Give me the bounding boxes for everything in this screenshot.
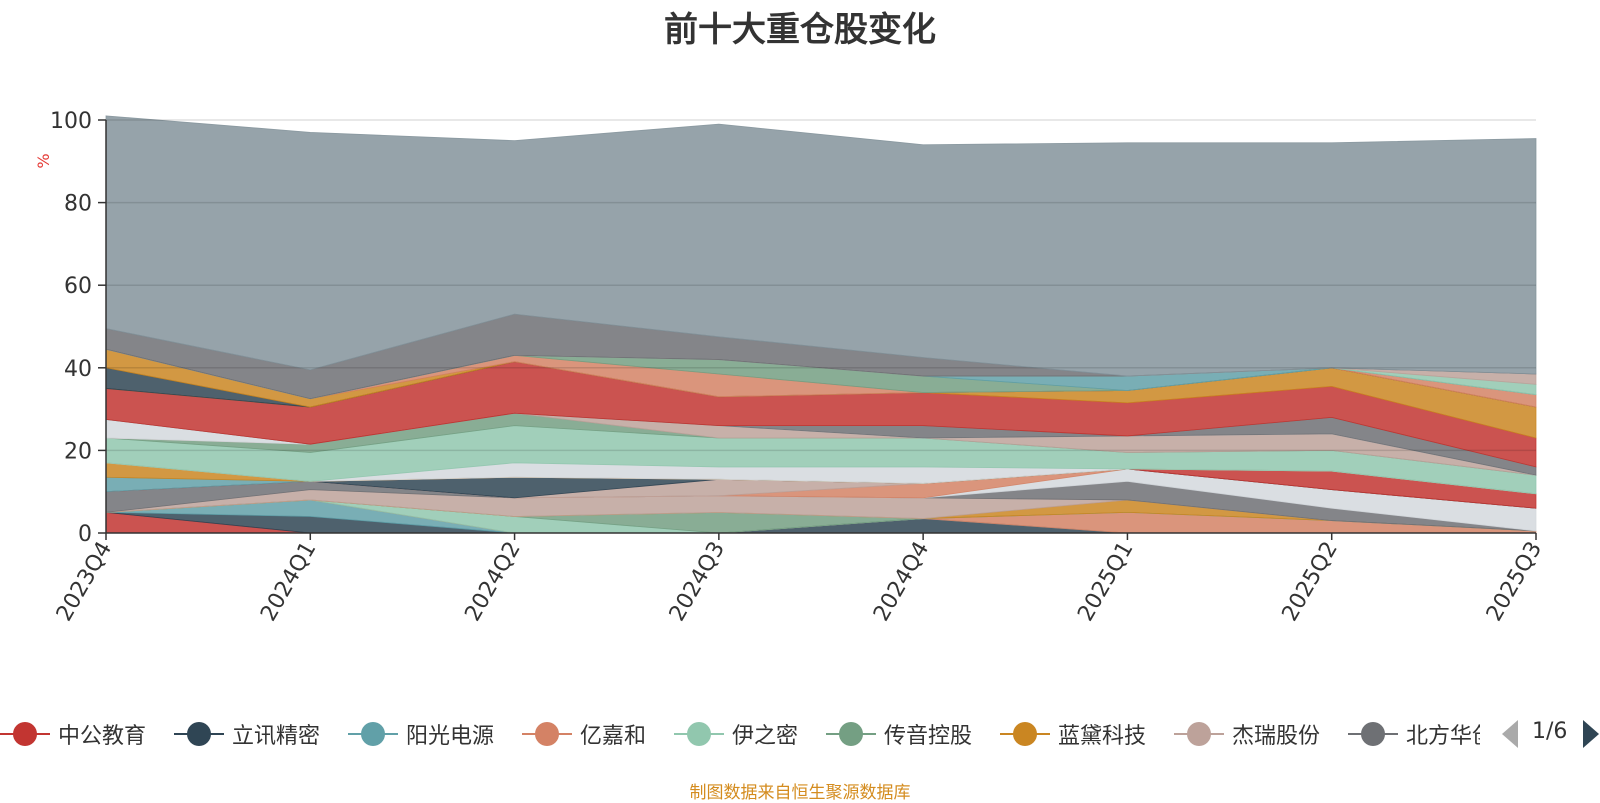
pager-next-icon[interactable] [1580,718,1600,750]
legend-item[interactable]: 传音控股 [826,712,972,756]
y-tick-label: 100 [50,109,92,134]
legend-marker-icon [1174,722,1224,746]
grid-overlay [106,119,1536,452]
legend-marker-icon [348,722,398,746]
series-areas [105,115,1537,534]
legend-label: 阳光电源 [406,724,495,749]
legend-item[interactable]: 阳光电源 [348,712,494,756]
legend-marker-icon [0,722,50,746]
legend: 中公教育 立讯精密 阳光电源 亿嘉和 伊之密 传音控股 蓝黛科技 杰瑞股份 北方华创 [0,712,1480,756]
source-footer: 制图数据来自恒生聚源数据库 [689,783,911,803]
pager-prev-icon[interactable] [1500,718,1522,750]
legend-marker-icon [826,722,876,746]
legend-label: 传音控股 [884,724,973,749]
x-tick-label: 2023Q4 [52,538,117,626]
legend-item[interactable]: 北方华创 [1348,712,1480,756]
legend-label: 中公教育 [58,724,147,749]
legend-item[interactable]: 亿嘉和 [522,712,646,756]
y-tick-label: 0 [78,522,92,547]
x-tick-label: 2024Q3 [665,538,730,626]
x-tick-label: 2025Q1 [1073,538,1138,626]
legend-marker-icon [1000,722,1050,746]
y-tick-label: 80 [64,192,92,217]
legend-pager: 1/6 [1500,714,1600,754]
legend-label: 立讯精密 [232,724,321,749]
x-tick-label: 2025Q3 [1482,538,1547,626]
legend-label: 伊之密 [732,724,799,749]
x-tick-label: 2025Q2 [1278,538,1343,626]
legend-item[interactable]: 中公教育 [0,712,146,756]
x-tick-label: 2024Q1 [256,538,321,626]
legend-item[interactable]: 伊之密 [674,712,798,756]
legend-marker-icon [674,722,724,746]
chart-title: 前十大重仓股变化 [664,10,936,50]
legend-label: 杰瑞股份 [1232,724,1321,749]
legend-marker-icon [1348,722,1398,746]
x-tick-label: 2024Q2 [460,538,525,626]
y-tick-label: 40 [64,357,92,382]
legend-marker-icon [522,722,572,746]
pager-text: 1/6 [1532,719,1568,744]
y-tick-label: 60 [64,274,92,299]
area-series-33[interactable] [105,115,1537,377]
y-axis-label: % [34,153,53,168]
y-tick-label: 20 [64,439,92,464]
legend-item[interactable]: 杰瑞股份 [1174,712,1320,756]
legend-label: 亿嘉和 [580,724,647,749]
legend-item[interactable]: 蓝黛科技 [1000,712,1146,756]
legend-label: 蓝黛科技 [1058,724,1147,749]
legend-marker-icon [174,722,224,746]
legend-label: 北方华创 [1406,724,1480,749]
area-chart: 0 20 40 60 80 100 2023Q4 2024Q1 2024Q2 2024Q3 2024… [34,109,1547,626]
legend-item[interactable]: 立讯精密 [174,712,320,756]
x-tick-label: 2024Q4 [869,538,934,626]
